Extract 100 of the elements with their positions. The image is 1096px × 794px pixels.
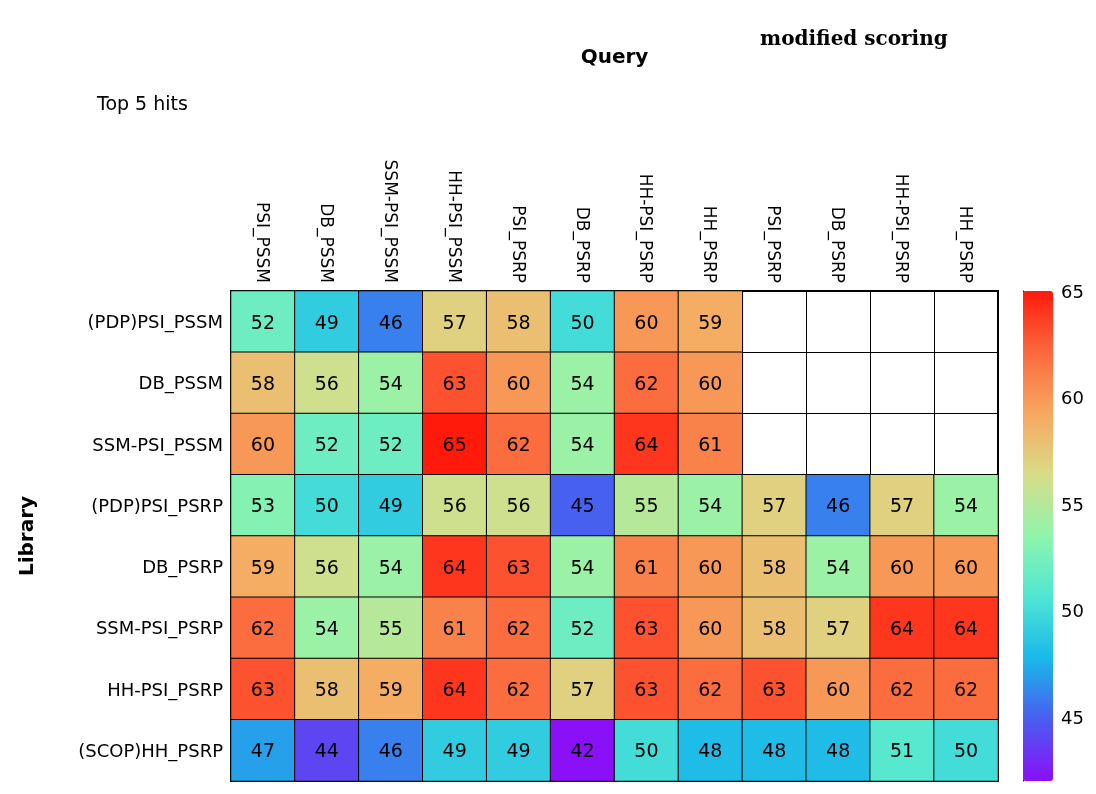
x-tick-label: PSI_PSRP xyxy=(763,205,785,283)
x-axis-title: Query xyxy=(580,44,649,68)
data-label: 51 xyxy=(890,739,915,762)
data-label: 60 xyxy=(634,310,659,333)
data-label: 48 xyxy=(826,739,851,762)
data-label: 54 xyxy=(826,555,851,578)
data-label: 57 xyxy=(442,310,467,333)
data-label: 63 xyxy=(762,678,787,701)
data-label: 49 xyxy=(314,310,339,333)
data-label: 57 xyxy=(890,494,915,517)
data-label: 64 xyxy=(442,678,467,701)
data-label: 57 xyxy=(826,616,851,639)
data-label: 52 xyxy=(314,433,339,456)
x-tick-label: PSI_PSRP xyxy=(507,205,529,283)
data-label: 49 xyxy=(506,739,531,762)
data-label: 56 xyxy=(442,494,467,517)
data-label: 63 xyxy=(442,371,467,394)
y-tick-label: DB_PSRP xyxy=(142,556,224,579)
data-label: 55 xyxy=(634,494,659,517)
data-label: 63 xyxy=(634,616,659,639)
data-label: 60 xyxy=(890,555,915,578)
color-bar-label: 45 xyxy=(1061,706,1084,728)
data-label: 44 xyxy=(314,739,339,762)
data-label: 50 xyxy=(953,739,979,762)
data-label: 58 xyxy=(506,310,531,333)
data-label: 46 xyxy=(378,310,403,333)
data-label: 57 xyxy=(762,494,787,517)
data-label: 59 xyxy=(698,310,723,333)
x-tick-label: DB_PSSM xyxy=(315,203,337,283)
x-tick-label: HH_PSRP xyxy=(699,205,721,283)
data-label: 47 xyxy=(250,739,276,762)
x-tick-label: SSM-PSI_PSSM xyxy=(379,159,401,283)
data-label: 50 xyxy=(634,739,659,762)
data-label: 50 xyxy=(314,494,339,517)
data-label: 62 xyxy=(506,433,531,456)
data-label: 60 xyxy=(953,555,979,578)
color-bar-label: 55 xyxy=(1061,493,1084,515)
data-label: 60 xyxy=(250,433,276,456)
data-label: 64 xyxy=(442,555,467,578)
text: modified scoring xyxy=(760,26,948,50)
y-tick-label: (PDP)PSI_PSSM xyxy=(87,311,223,334)
data-label: 62 xyxy=(890,678,915,701)
x-tick-label: PSI_PSSM xyxy=(251,201,273,283)
data-label: 54 xyxy=(314,616,339,639)
x-tick-label: HH-PSI_PSRP xyxy=(635,173,657,283)
data-label: 52 xyxy=(250,310,276,333)
data-label: 54 xyxy=(378,555,403,578)
data-label: 61 xyxy=(442,616,467,639)
data-label: 60 xyxy=(698,371,723,394)
y-tick-label: DB_PSSM xyxy=(138,372,223,395)
data-label: 48 xyxy=(698,739,723,762)
y-tick-label: SSM-PSI_PSRP xyxy=(95,617,224,640)
color-bar-label: 65 xyxy=(1061,280,1084,302)
y-axis-title: Library xyxy=(14,495,38,577)
data-label: 54 xyxy=(698,494,723,517)
y-tick-label: (PDP)PSI_PSRP xyxy=(91,494,224,517)
data-label: 63 xyxy=(634,678,659,701)
data-label: 45 xyxy=(570,494,595,517)
data-label: 54 xyxy=(378,371,403,394)
data-label: 64 xyxy=(634,433,659,456)
chart-title: Top 5 hits xyxy=(96,91,188,114)
data-label: 59 xyxy=(250,555,276,578)
y-tick-label: (SCOP)HH_PSRP xyxy=(78,739,224,762)
data-label: 54 xyxy=(953,494,979,517)
y-tick-label: SSM-PSI_PSSM xyxy=(92,433,223,456)
data-label: 64 xyxy=(953,616,979,639)
data-label: 52 xyxy=(378,433,403,456)
x-tick-label: HH-PSI_PSRP xyxy=(891,173,913,283)
data-label: 58 xyxy=(762,555,787,578)
data-label: 58 xyxy=(250,371,276,394)
data-label: 61 xyxy=(698,433,723,456)
data-label: 49 xyxy=(442,739,467,762)
data-label: 46 xyxy=(826,494,851,517)
data-label: 62 xyxy=(953,678,979,701)
data-label: 48 xyxy=(762,739,787,762)
x-tick-label: HH-PSI_PSSM xyxy=(443,170,465,283)
data-label: 62 xyxy=(698,678,723,701)
data-label: 50 xyxy=(570,310,595,333)
data-label: 56 xyxy=(314,555,339,578)
x-tick-label: DB_PSRP xyxy=(571,206,593,283)
data-label: 54 xyxy=(570,433,595,456)
data-label: 62 xyxy=(634,371,659,394)
data-label: 52 xyxy=(570,616,595,639)
data-label: 60 xyxy=(698,555,723,578)
data-label: 63 xyxy=(250,678,276,701)
data-label: 63 xyxy=(506,555,531,578)
data-label: 46 xyxy=(378,739,403,762)
data-label: 61 xyxy=(634,555,659,578)
data-label: 58 xyxy=(314,678,339,701)
data-label: 62 xyxy=(250,616,276,639)
data-label: 60 xyxy=(506,371,531,394)
data-label: 65 xyxy=(442,433,467,456)
data-label: 57 xyxy=(570,678,595,701)
color-bar-label: 50 xyxy=(1061,600,1084,622)
color-bar-label: 60 xyxy=(1061,387,1084,409)
data-label: 53 xyxy=(250,494,276,517)
data-label: 60 xyxy=(826,678,851,701)
data-label: 54 xyxy=(570,371,595,394)
data-label: 54 xyxy=(570,555,595,578)
x-tick-label: DB_PSRP xyxy=(827,206,849,283)
